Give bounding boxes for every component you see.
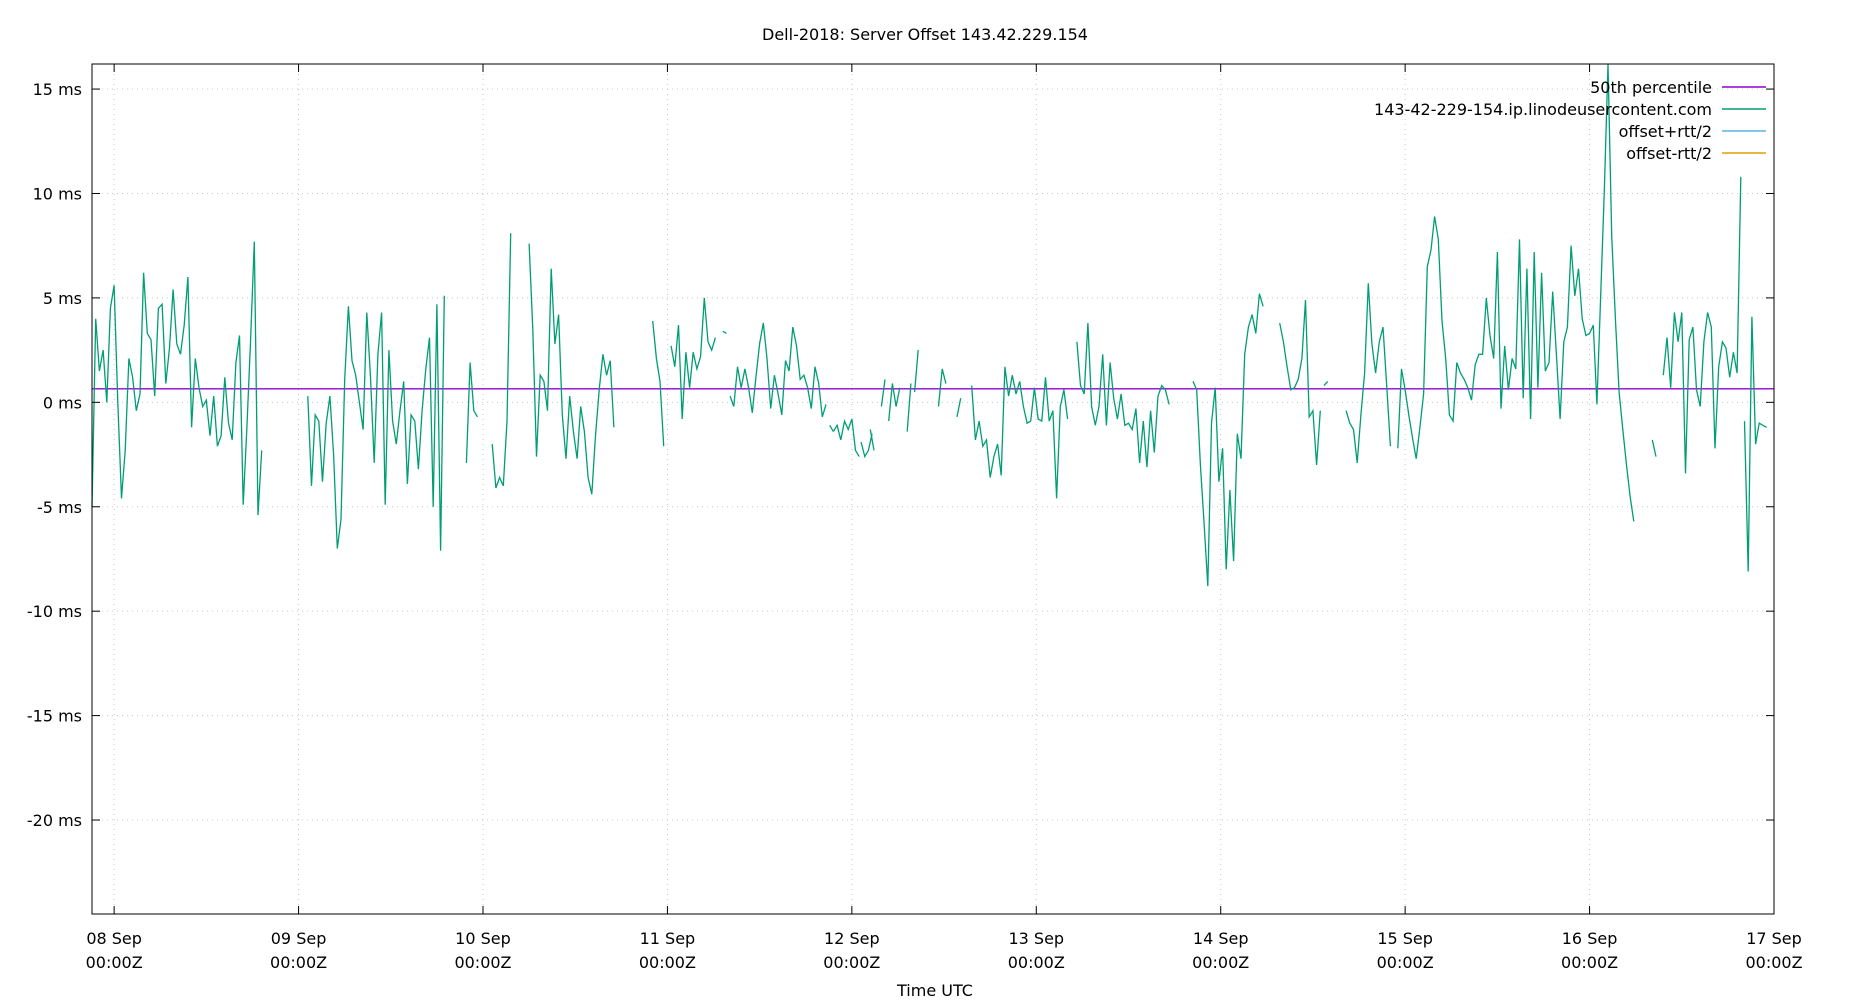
series-line-segment: [722, 330, 727, 334]
y-tick-label: 15 ms: [33, 80, 82, 99]
series-line-segment: [465, 362, 479, 463]
x-tick-label-time: 00:00Z: [1008, 953, 1065, 972]
series-1: [91, 63, 1767, 587]
x-tick-label-date: 10 Sep: [455, 929, 511, 948]
series-group: [91, 63, 1774, 587]
x-tick-label-date: 17 Sep: [1746, 929, 1802, 948]
series-line-segment: [1076, 322, 1170, 468]
series-line-segment: [956, 398, 962, 418]
legend-entry-label: 143-42-229-154.ip.linodeusercontent.com: [1374, 100, 1712, 119]
series-line-segment: [829, 424, 834, 432]
x-tick-label-time: 00:00Z: [1192, 953, 1249, 972]
x-tick-label-time: 00:00Z: [1745, 953, 1802, 972]
x-tick-label-date: 11 Sep: [640, 929, 696, 948]
series-line-segment: [937, 368, 947, 407]
x-tick-label-time: 00:00Z: [454, 953, 511, 972]
series-line-segment: [971, 366, 1069, 499]
series-line-segment: [1743, 316, 1767, 572]
series-line-segment: [888, 383, 901, 422]
y-tick-label: 0 ms: [43, 393, 82, 412]
series-line-segment: [1662, 176, 1742, 474]
series-line-segment: [906, 383, 912, 432]
x-tick-label-date: 12 Sep: [824, 929, 880, 948]
series-line-segment: [1279, 299, 1321, 466]
x-tick-label-time: 00:00Z: [1561, 953, 1618, 972]
x-axis-label: Time UTC: [896, 981, 973, 1000]
x-tick-label-time: 00:00Z: [270, 953, 327, 972]
x-tick-label-time: 00:00Z: [823, 953, 880, 972]
series-line-segment: [91, 241, 263, 516]
series-line-segment: [869, 429, 875, 451]
series-line-segment: [860, 433, 873, 459]
series-line-segment: [1323, 380, 1329, 387]
y-tick-label: -5 ms: [37, 498, 82, 517]
x-tick-label-time: 00:00Z: [86, 953, 143, 972]
x-tick-label-date: 15 Sep: [1377, 929, 1433, 948]
x-tick-label-date: 09 Sep: [271, 929, 327, 948]
series-line-segment: [1192, 293, 1264, 587]
legend-entry-label: offset+rtt/2: [1619, 122, 1712, 141]
series-line-segment: [729, 322, 827, 418]
y-tick-label: -15 ms: [27, 707, 82, 726]
series-line-segment: [307, 295, 445, 551]
series-line-segment: [670, 297, 717, 420]
series-line-segment: [880, 379, 886, 407]
y-tick-label: 5 ms: [43, 289, 82, 308]
series-line-segment: [1345, 283, 1392, 463]
legend-entry-label: offset-rtt/2: [1626, 144, 1712, 163]
x-tick-label-time: 00:00Z: [639, 953, 696, 972]
y-tick-label: 10 ms: [33, 184, 82, 203]
legend-entry-label: 50th percentile: [1590, 78, 1712, 97]
y-tick-label: -10 ms: [27, 602, 82, 621]
series-line-segment: [1651, 439, 1657, 457]
series-line-segment: [832, 418, 860, 457]
x-tick-label-date: 13 Sep: [1008, 929, 1064, 948]
series-line-segment: [1397, 63, 1635, 522]
x-tick-label-date: 16 Sep: [1562, 929, 1618, 948]
y-tick-label: -20 ms: [27, 811, 82, 830]
plot-frame: [91, 63, 1775, 915]
series-line-segment: [652, 320, 665, 447]
series-line-segment: [528, 243, 615, 495]
legend: 50th percentile 143-42-229-154.ip.linodeu…: [1374, 78, 1766, 163]
axes: 15 ms 10 ms 5 ms 0 ms -5 ms -10 ms -15 ms -20 m…: [27, 64, 1803, 972]
x-tick-label-date: 08 Sep: [86, 929, 142, 948]
chart-title: Dell-2018: Server Offset 143.42.229.154: [762, 25, 1088, 44]
x-tick-label-time: 00:00Z: [1377, 953, 1434, 972]
series-line-segment: [913, 350, 919, 392]
x-tick-label-date: 14 Sep: [1193, 929, 1249, 948]
series-line-segment: [491, 233, 512, 489]
